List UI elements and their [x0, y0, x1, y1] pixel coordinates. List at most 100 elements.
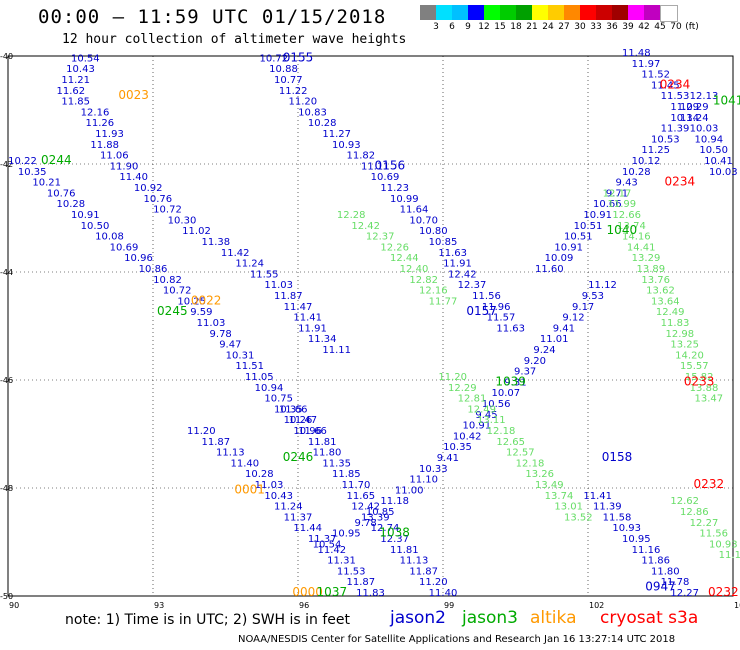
wave-height-value: 9.17: [572, 302, 594, 313]
wave-height-value: 11.05: [245, 372, 274, 383]
wave-height-value: 11.42: [221, 248, 250, 259]
wave-height-value: 9.20: [524, 356, 546, 367]
wave-height-value: 10.77: [274, 75, 303, 86]
color-scale-label: 39: [622, 22, 634, 32]
wave-height-value: 11.99: [608, 199, 637, 210]
wave-height-value: 11.87: [409, 566, 438, 577]
wave-height-value: 10.12: [632, 156, 661, 167]
legend-altika: altika: [530, 608, 577, 628]
wave-height-value: 11.66: [298, 426, 327, 437]
wave-height-value: 10.91: [583, 210, 612, 221]
legend-jason2: jason2: [390, 608, 446, 628]
wave-height-value: 13.11: [477, 415, 506, 426]
pass-time-label: 0947: [645, 580, 676, 594]
wave-height-value: 12.37: [366, 232, 395, 243]
wave-height-value: 11.82: [347, 151, 376, 162]
pass-time-label: 1041: [713, 94, 740, 108]
wave-height-value: 12.62: [670, 496, 699, 507]
wave-height-value: 11.31: [327, 556, 356, 567]
wave-height-value: 12.44: [390, 253, 419, 264]
wave-height-value: 12.13: [690, 91, 719, 102]
wave-height-value: 12.42: [448, 269, 477, 280]
pass-time-label: 1040: [607, 223, 638, 237]
wave-height-value: 9.31: [504, 377, 526, 388]
wave-height-value: 10.28: [308, 118, 337, 129]
wave-height-value: 14.16: [622, 232, 651, 243]
wave-height-value: 11.70: [342, 480, 371, 491]
wave-height-value: 13.47: [695, 394, 724, 405]
pass-time-label: 1037: [317, 585, 348, 599]
wave-height-value: 12.17: [603, 188, 632, 199]
wave-height-value: 10.76: [144, 194, 173, 205]
wave-height-value: 10.91: [554, 242, 583, 253]
wave-height-value: 11.52: [641, 70, 670, 81]
lon-tick-label: 99: [444, 601, 454, 610]
wave-height-value: 11.87: [274, 291, 303, 302]
wave-height-value: 10.69: [110, 242, 139, 253]
pass-time-label: 0246: [283, 450, 314, 464]
wave-height-value: 11.24: [680, 113, 709, 124]
wave-height-value: 10.56: [482, 399, 511, 410]
wave-height-value: 13.26: [525, 469, 554, 480]
wave-height-value: 10.42: [453, 431, 482, 442]
wave-height-value: 11.56: [472, 291, 501, 302]
wave-height-value: 11.20: [289, 97, 318, 108]
wave-height-value: 10.94: [695, 134, 724, 145]
wave-height-value: 13.88: [690, 383, 719, 394]
credit-line: NOAA/NESDIS Center for Satellite Applica…: [238, 634, 676, 645]
wave-height-value: 11.25: [641, 145, 670, 156]
color-scale-label: 27: [558, 22, 570, 32]
wave-height-value: 9.41: [437, 453, 459, 464]
wave-height-value: 10.66: [593, 199, 622, 210]
wave-height-value: 11.80: [313, 448, 342, 459]
wave-height-value: 11.39: [593, 502, 622, 513]
wave-height-value: 11.56: [699, 529, 728, 540]
wave-height-value: 9.12: [562, 313, 584, 324]
wave-height-value: 13.39: [361, 512, 390, 523]
color-swatch: [436, 5, 452, 20]
wave-height-value: 11.87: [347, 577, 376, 588]
wave-height-value: 12.49: [656, 307, 685, 318]
lat-tick-label: -50: [0, 592, 13, 601]
pass-time-label: 1039: [495, 374, 526, 388]
wave-height-value: 10.99: [390, 194, 419, 205]
wave-height-value: 10.72: [163, 286, 192, 297]
wave-height-value: 11.20: [419, 577, 448, 588]
wave-height-value: 11.85: [61, 97, 90, 108]
pass-time-label: 0023: [118, 88, 149, 102]
wave-height-value: 12.29: [448, 383, 477, 394]
wave-height-value: 13.29: [632, 253, 661, 264]
pass-time-label: 0233: [684, 374, 715, 388]
wave-height-value: 10.30: [168, 215, 197, 226]
wave-height-value: 11.62: [57, 86, 86, 97]
wave-height-value: 11.63: [496, 323, 525, 334]
pass-time-label: 0000: [292, 585, 323, 599]
pass-time-label: 0155: [283, 50, 314, 64]
wave-height-value: 11.65: [347, 491, 376, 502]
wave-height-value: 12.27: [670, 588, 699, 599]
wave-height-value: 11.44: [293, 523, 322, 534]
wave-height-value: 10.92: [134, 183, 163, 194]
wave-height-value: 11.01: [540, 334, 569, 345]
wave-height-value: 11.40: [119, 172, 148, 183]
wave-height-value: 11.55: [250, 269, 279, 280]
wave-height-value: 10.34: [670, 113, 699, 124]
pass-time-label: 0234: [665, 175, 696, 189]
wave-height-value: 11.22: [279, 86, 308, 97]
wave-height-value: 9.43: [616, 178, 638, 189]
wave-height-value: 11.12: [588, 280, 617, 291]
wave-height-value: 12.81: [458, 394, 487, 405]
lon-tick-label: 105: [734, 601, 740, 610]
wave-height-value: 11.48: [622, 48, 651, 59]
color-swatch: [468, 5, 484, 20]
wave-height-value: 11.58: [603, 512, 632, 523]
wave-height-value: 11.03: [264, 280, 293, 291]
wave-height-value: 10.88: [269, 64, 298, 75]
wave-height-value: 11.81: [390, 545, 419, 556]
wave-height-value: 11.42: [318, 545, 347, 556]
wave-height-value: 10.29: [680, 102, 709, 113]
wave-height-value: 11.40: [429, 588, 458, 599]
wave-height-value: 10.25: [177, 296, 206, 307]
color-scale-label: 30: [574, 22, 586, 32]
pass-time-label: 0244: [41, 153, 72, 167]
